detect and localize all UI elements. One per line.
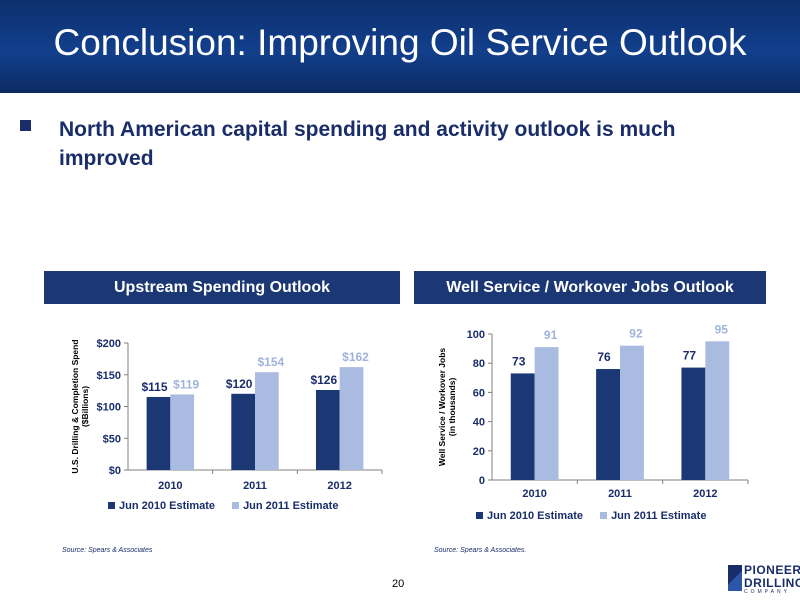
x-tick-label: 2010 (522, 488, 546, 500)
y-tick-label: 100 (467, 329, 485, 341)
legend-label: Jun 2011 Estimate (611, 510, 707, 522)
data-label: 73 (512, 354, 526, 368)
data-label: $162 (342, 350, 369, 364)
bar (510, 373, 535, 480)
bar (170, 394, 195, 470)
data-label: $126 (310, 373, 337, 387)
bar (681, 367, 706, 480)
legend-label: Jun 2010 Estimate (487, 510, 583, 522)
page-number: 20 (392, 578, 405, 590)
data-label: $120 (226, 377, 253, 391)
bar (620, 345, 644, 480)
chart-header-well-service: Well Service / Workover Jobs Outlook (414, 271, 766, 304)
bar (255, 372, 279, 470)
y-tick-label: 80 (473, 358, 485, 370)
data-label: $154 (258, 355, 285, 369)
x-tick-label: 2011 (608, 488, 632, 500)
y-tick-label: 40 (473, 417, 485, 429)
y-tick-label: $200 (97, 338, 121, 350)
y-axis-subtitle: ($Billions) (80, 386, 90, 427)
x-tick-label: 2012 (693, 488, 717, 500)
x-tick-label: 2012 (327, 480, 351, 492)
data-label: 77 (683, 349, 697, 363)
bar (596, 369, 620, 480)
legend-item: Jun 2010 Estimate (108, 500, 215, 512)
bar (534, 347, 559, 480)
x-tick-label: 2011 (243, 480, 267, 492)
legend-label: Jun 2010 Estimate (119, 500, 215, 512)
bar (315, 389, 340, 470)
legend-label: Jun 2011 Estimate (243, 500, 339, 512)
legend-swatch-dark (108, 501, 115, 509)
logo-text-line1: PIONEER (744, 563, 800, 577)
y-tick-label: 0 (479, 475, 485, 487)
data-label: 91 (544, 328, 558, 342)
data-label: $119 (173, 377, 199, 391)
x-tick-label: 2010 (158, 480, 182, 492)
legend-swatch-light (600, 511, 608, 519)
source-well-service: Source: Spears & Associates. (434, 547, 527, 554)
legend-item: Jun 2011 Estimate (600, 510, 706, 522)
y-tick-label: $150 (97, 370, 121, 382)
legend-item: Jun 2010 Estimate (476, 510, 583, 522)
y-tick-label: 20 (473, 446, 485, 458)
legend-well-service: Jun 2010 Estimate Jun 2011 Estimate (476, 510, 720, 522)
slide-title: Conclusion: Improving Oil Service Outloo… (53, 22, 747, 63)
data-label: 76 (597, 350, 611, 364)
legend-swatch-dark (476, 511, 483, 519)
data-label: $115 (141, 380, 167, 394)
y-tick-label: $50 (103, 433, 121, 445)
data-label: 92 (629, 327, 643, 341)
chart-header-upstream: Upstream Spending Outlook (44, 271, 400, 304)
bullet-text: North American capital spending and acti… (59, 118, 676, 170)
legend-swatch-light (232, 501, 240, 509)
y-tick-label: $0 (109, 465, 121, 477)
y-axis-subtitle: (in thousands) (447, 378, 457, 437)
bar (231, 393, 255, 470)
logo-text-line3: COMPANY (744, 589, 790, 595)
bar (339, 367, 364, 470)
bullet-square-icon (20, 120, 31, 131)
legend-item: Jun 2011 Estimate (232, 500, 338, 512)
data-label: 95 (715, 322, 729, 336)
y-tick-label: $100 (97, 402, 121, 414)
logo-text-line2: DRILLING (744, 576, 800, 590)
title-bar: Conclusion: Improving Oil Service Outloo… (0, 0, 800, 93)
legend-upstream: Jun 2010 Estimate Jun 2011 Estimate (108, 500, 352, 512)
bar (705, 341, 730, 480)
logo-mark-icon (728, 565, 742, 591)
y-axis-title: U.S. Drilling & Completion Spend (70, 339, 80, 473)
company-logo: PIONEER DRILLING COMPANY (728, 561, 800, 597)
y-tick-label: 60 (473, 387, 485, 399)
y-axis-title: Well Service / Workover Jobs (437, 348, 447, 467)
source-upstream: Source: Spears & Associates (62, 547, 153, 554)
bar (146, 396, 171, 470)
